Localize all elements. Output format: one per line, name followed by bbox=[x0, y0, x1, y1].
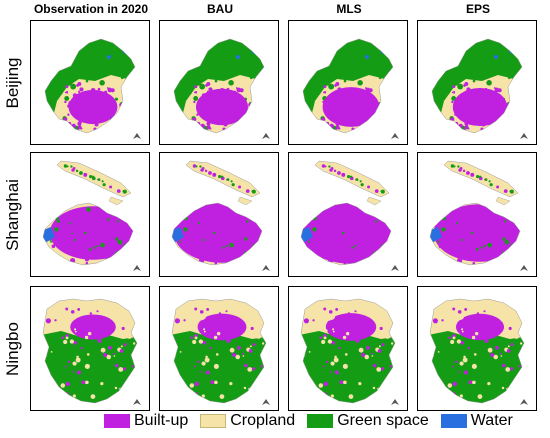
map-ningbo-bau bbox=[159, 286, 279, 411]
map-beijing-mls-svg bbox=[302, 38, 399, 139]
north-arrow-icon bbox=[262, 399, 270, 405]
row-label-beijing: Beijing bbox=[3, 56, 22, 109]
column-title-mls: MLS bbox=[336, 2, 362, 16]
north-arrow-icon bbox=[133, 265, 141, 271]
map-beijing-eps-svg bbox=[431, 38, 528, 139]
north-arrow-icon bbox=[520, 399, 528, 405]
map-shanghai-bau bbox=[159, 152, 279, 277]
north-arrow-icon bbox=[520, 133, 528, 139]
map-ningbo-eps bbox=[417, 286, 537, 411]
map-shanghai-eps-svg bbox=[429, 160, 528, 271]
legend-label-water: Water bbox=[470, 412, 513, 429]
legend-label-cropland: Cropland bbox=[230, 412, 296, 429]
map-ningbo-observation bbox=[30, 286, 150, 411]
north-arrow-icon bbox=[520, 265, 528, 271]
legend-label-greenspace: Green space bbox=[337, 412, 429, 429]
land-cover bbox=[301, 299, 395, 403]
map-beijing-eps bbox=[417, 20, 537, 145]
map-shanghai-observation-svg bbox=[42, 160, 141, 271]
map-shanghai-observation bbox=[30, 152, 150, 277]
north-arrow-icon bbox=[391, 133, 399, 139]
north-arrow-icon bbox=[262, 265, 270, 271]
map-ningbo-mls bbox=[288, 286, 408, 411]
greenspace-swatch bbox=[307, 414, 334, 428]
map-shanghai-mls-svg bbox=[300, 160, 399, 271]
north-arrow-icon bbox=[262, 133, 270, 139]
map-beijing-observation-svg bbox=[44, 38, 141, 139]
legend-item-builtup: Built-up bbox=[104, 412, 188, 430]
map-shanghai-mls bbox=[288, 152, 408, 277]
map-beijing-bau-svg bbox=[173, 38, 270, 139]
map-ningbo-mls-svg bbox=[300, 298, 399, 405]
land-cover bbox=[303, 39, 393, 133]
land-cover bbox=[432, 39, 522, 133]
map-ningbo-eps-svg bbox=[429, 298, 528, 405]
map-ningbo-bau-svg bbox=[171, 298, 270, 405]
row-label-shanghai: Shanghai bbox=[3, 178, 22, 251]
map-beijing-bau bbox=[159, 20, 279, 145]
row-title-ningbo: Ningbo bbox=[0, 286, 26, 411]
column-title-eps: EPS bbox=[465, 2, 490, 16]
water-swatch bbox=[440, 414, 467, 428]
legend: Built-up Cropland Green space Water bbox=[104, 409, 525, 433]
legend-label-builtup: Built-up bbox=[134, 412, 189, 429]
map-shanghai-eps bbox=[417, 152, 537, 277]
land-cover bbox=[174, 39, 264, 133]
column-title-observation: Observation in 2020 bbox=[33, 2, 149, 16]
legend-item-cropland: Cropland bbox=[200, 412, 295, 430]
legend-item-greenspace: Green space bbox=[307, 412, 429, 430]
map-shanghai-bau-svg bbox=[171, 160, 270, 271]
north-arrow-icon bbox=[391, 265, 399, 271]
north-arrow-icon bbox=[133, 399, 141, 405]
column-title-bau: BAU bbox=[207, 2, 233, 16]
builtup-swatch bbox=[104, 414, 130, 428]
row-title-beijing: Beijing bbox=[0, 20, 26, 145]
land-cover bbox=[45, 39, 135, 133]
map-beijing-observation bbox=[30, 20, 150, 145]
legend-item-water: Water bbox=[440, 412, 513, 430]
cropland-swatch bbox=[200, 414, 227, 428]
north-arrow-icon bbox=[133, 133, 141, 139]
map-ningbo-observation-svg bbox=[42, 298, 141, 405]
row-label-ningbo: Ningbo bbox=[3, 321, 22, 376]
north-arrow-icon bbox=[391, 399, 399, 405]
map-beijing-mls bbox=[288, 20, 408, 145]
row-title-shanghai: Shanghai bbox=[0, 152, 26, 277]
